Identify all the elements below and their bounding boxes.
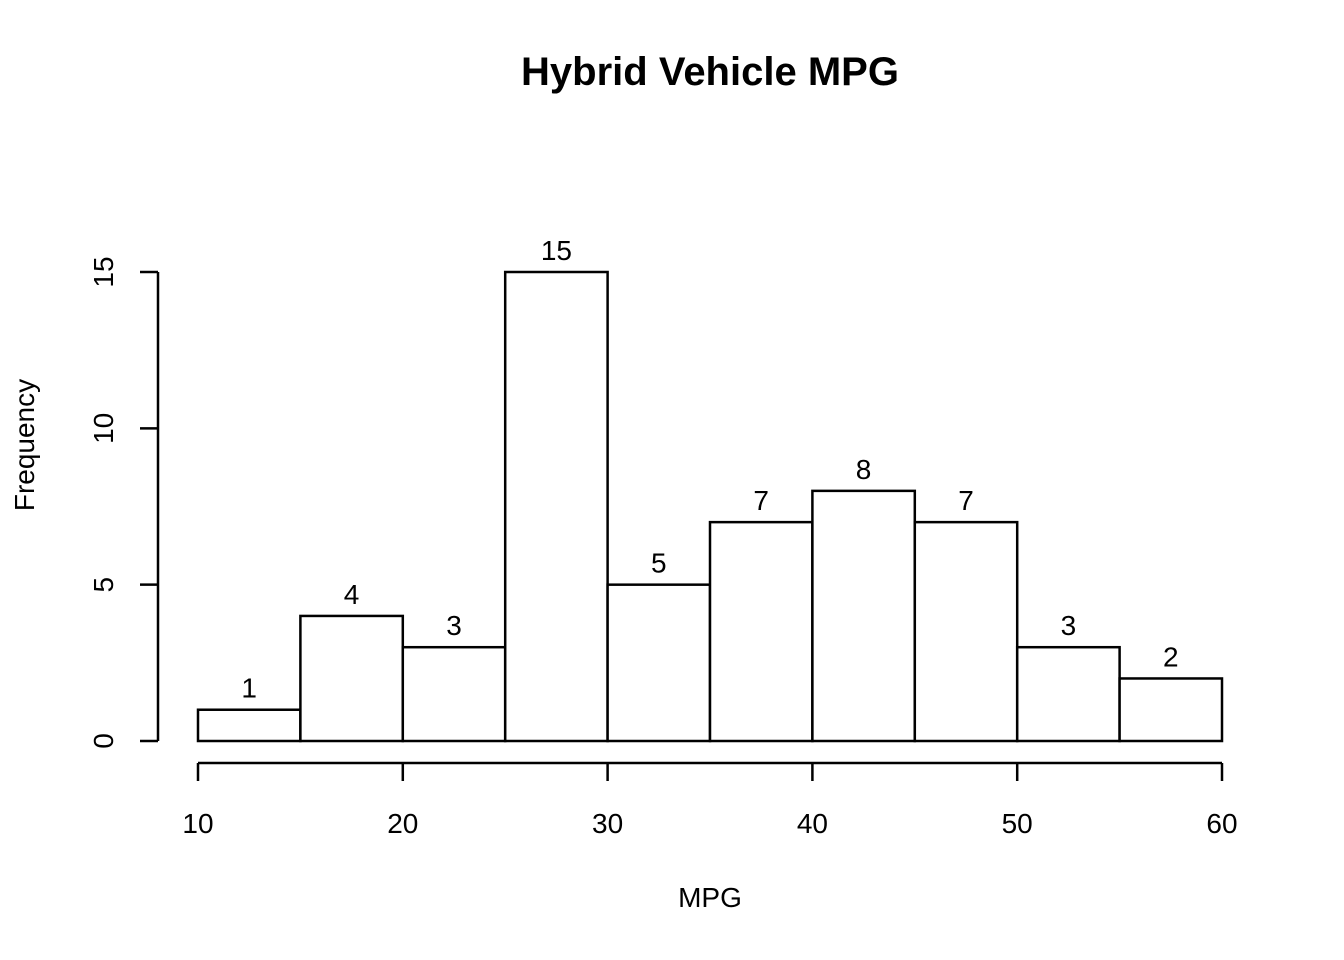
x-axis-label: MPG bbox=[678, 882, 742, 913]
histogram-bar bbox=[913, 520, 1019, 743]
bar-count-label: 2 bbox=[1163, 641, 1179, 672]
bar-count-label: 7 bbox=[753, 485, 769, 516]
bar-count-label: 8 bbox=[856, 454, 872, 485]
histogram-bar bbox=[708, 520, 814, 743]
histogram-bar bbox=[401, 645, 507, 743]
x-axis-tick-label: 10 bbox=[182, 808, 213, 839]
y-axis-tick-label: 10 bbox=[88, 413, 119, 444]
histogram-bar bbox=[1118, 677, 1224, 743]
bar-count-label: 7 bbox=[958, 485, 974, 516]
x-axis-tick-label: 40 bbox=[797, 808, 828, 839]
bar-count-label: 15 bbox=[541, 235, 572, 266]
x-axis-tick-label: 50 bbox=[1002, 808, 1033, 839]
histogram-bar bbox=[1015, 645, 1121, 743]
y-axis-tick-label: 15 bbox=[88, 256, 119, 287]
y-axis-tick-label: 0 bbox=[88, 733, 119, 749]
x-axis-tick-label: 30 bbox=[592, 808, 623, 839]
bar-count-label: 1 bbox=[241, 673, 257, 704]
y-axis-tick-label: 5 bbox=[88, 577, 119, 593]
histogram-bar bbox=[606, 583, 712, 743]
bar-count-label: 4 bbox=[344, 579, 360, 610]
histogram-bar bbox=[811, 489, 917, 743]
bar-count-label: 3 bbox=[1061, 610, 1077, 641]
histogram-bar bbox=[196, 708, 302, 743]
histogram-bar bbox=[299, 614, 405, 743]
histogram-bar bbox=[503, 270, 609, 743]
bar-count-label: 5 bbox=[651, 548, 667, 579]
x-axis-tick-label: 20 bbox=[387, 808, 418, 839]
bar-count-label: 3 bbox=[446, 610, 462, 641]
chart-title: Hybrid Vehicle MPG bbox=[521, 50, 899, 94]
x-axis-tick-label: 60 bbox=[1206, 808, 1237, 839]
